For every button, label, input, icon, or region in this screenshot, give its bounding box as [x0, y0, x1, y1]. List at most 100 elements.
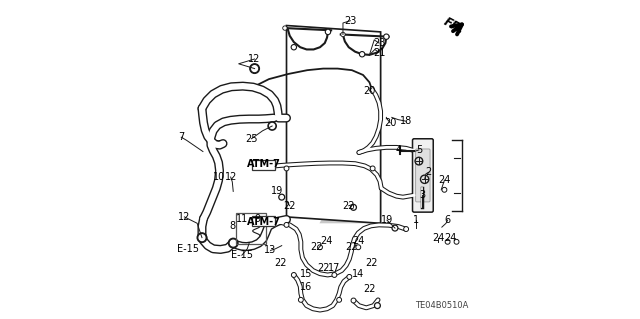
Text: 11: 11 [236, 213, 248, 224]
Circle shape [292, 46, 295, 48]
Circle shape [284, 27, 286, 29]
Circle shape [445, 240, 450, 244]
Text: 12: 12 [248, 54, 260, 64]
Text: 6: 6 [445, 215, 451, 225]
Circle shape [228, 238, 238, 248]
Circle shape [268, 122, 276, 130]
Circle shape [454, 240, 459, 244]
Circle shape [299, 298, 303, 302]
Text: 10: 10 [213, 172, 226, 182]
Text: 22: 22 [310, 242, 323, 252]
Text: 20: 20 [384, 118, 396, 128]
Circle shape [374, 303, 380, 308]
Text: 3: 3 [419, 189, 425, 200]
Circle shape [356, 245, 360, 249]
Text: 22: 22 [317, 263, 330, 273]
Circle shape [341, 33, 345, 36]
Circle shape [285, 224, 288, 226]
Text: 4: 4 [395, 145, 401, 155]
Text: 22: 22 [342, 201, 355, 211]
Circle shape [394, 226, 397, 230]
Text: 24: 24 [438, 175, 451, 185]
Text: 22: 22 [284, 201, 296, 211]
Text: 24: 24 [352, 236, 364, 246]
Text: 20: 20 [364, 86, 376, 96]
Circle shape [325, 29, 330, 34]
Text: 23: 23 [344, 16, 356, 26]
Text: 9: 9 [255, 213, 261, 224]
Text: E-15: E-15 [231, 250, 253, 260]
Circle shape [285, 167, 288, 170]
Circle shape [332, 273, 337, 277]
Circle shape [357, 246, 360, 249]
Bar [252, 160, 275, 170]
Circle shape [348, 276, 351, 278]
Circle shape [351, 204, 356, 210]
Circle shape [384, 34, 389, 39]
Text: ATM-7: ATM-7 [247, 159, 281, 169]
Text: 22: 22 [365, 258, 378, 268]
Text: 2: 2 [426, 167, 431, 177]
Text: 24: 24 [320, 236, 333, 246]
Circle shape [284, 223, 289, 227]
Text: 25: 25 [245, 134, 258, 144]
Circle shape [360, 52, 365, 57]
Text: 23: 23 [373, 38, 385, 48]
Text: ATM-7: ATM-7 [247, 217, 281, 227]
Text: TE04B0510A: TE04B0510A [415, 301, 468, 310]
Text: 22: 22 [274, 258, 286, 268]
Text: 19: 19 [381, 215, 393, 225]
Text: 12: 12 [225, 172, 237, 182]
Circle shape [300, 299, 302, 301]
Bar [236, 213, 266, 244]
Circle shape [291, 45, 296, 50]
Text: 7: 7 [178, 132, 184, 142]
Circle shape [442, 188, 447, 192]
Circle shape [292, 273, 296, 277]
Text: 17: 17 [328, 263, 340, 273]
Text: 21: 21 [373, 48, 385, 58]
Circle shape [326, 31, 330, 33]
FancyBboxPatch shape [413, 139, 433, 212]
Text: 13: 13 [264, 245, 276, 256]
FancyBboxPatch shape [416, 149, 430, 202]
Circle shape [318, 245, 322, 249]
Text: E-15: E-15 [177, 244, 198, 254]
Circle shape [351, 298, 356, 303]
Circle shape [292, 274, 295, 276]
Text: 18: 18 [400, 116, 412, 126]
Circle shape [352, 206, 355, 209]
Text: 22: 22 [346, 242, 358, 252]
Text: 24: 24 [445, 233, 457, 243]
Text: 15: 15 [300, 269, 312, 279]
Text: 8: 8 [229, 221, 236, 232]
Circle shape [392, 225, 398, 231]
Circle shape [371, 166, 375, 171]
Circle shape [455, 241, 458, 243]
Circle shape [443, 189, 445, 191]
Circle shape [361, 53, 364, 56]
Circle shape [371, 167, 374, 170]
Circle shape [319, 246, 321, 249]
Circle shape [269, 123, 275, 129]
Text: FR.: FR. [441, 15, 467, 37]
Text: 12: 12 [178, 212, 191, 222]
Text: 14: 14 [352, 269, 364, 279]
Circle shape [352, 299, 355, 302]
Text: 19: 19 [271, 186, 283, 197]
Circle shape [280, 196, 284, 199]
Circle shape [333, 274, 335, 276]
Circle shape [385, 35, 388, 38]
Circle shape [446, 241, 449, 243]
Circle shape [197, 233, 207, 242]
Circle shape [342, 33, 344, 35]
Circle shape [279, 194, 285, 200]
Text: 16: 16 [300, 282, 312, 292]
Circle shape [283, 26, 287, 30]
Polygon shape [287, 26, 381, 223]
Bar [252, 216, 275, 226]
Circle shape [199, 235, 205, 241]
Circle shape [250, 64, 259, 73]
Text: 22: 22 [363, 284, 376, 294]
Text: 1: 1 [413, 215, 419, 225]
